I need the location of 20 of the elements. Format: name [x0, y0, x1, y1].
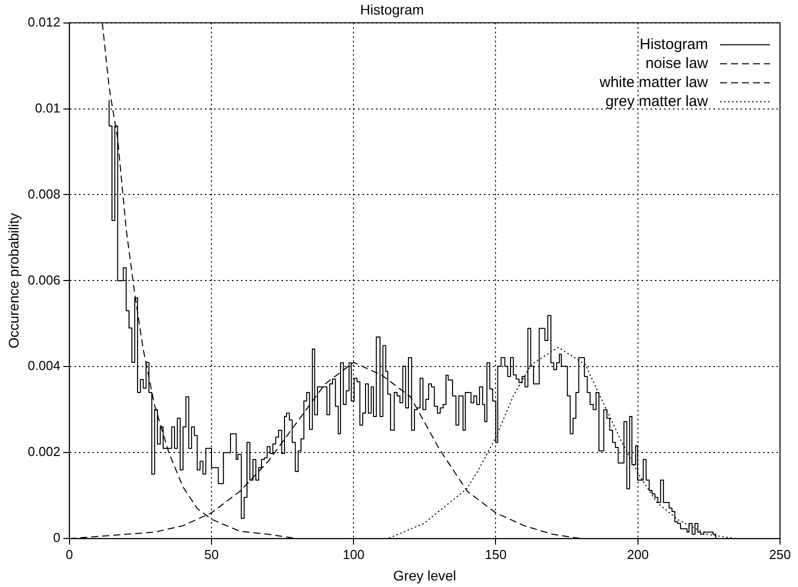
y-tick-label: 0.004: [28, 358, 60, 374]
legend-label: grey matter law: [605, 92, 708, 110]
x-axis-title: Grey level: [393, 567, 456, 584]
x-tick-label: 250: [769, 546, 791, 562]
x-tick-label: 50: [204, 546, 219, 562]
chart-title: Histogram: [360, 1, 424, 18]
x-tick-label: 0: [66, 546, 73, 562]
y-tick-label: 0.002: [28, 444, 60, 460]
y-tick-label: 0.008: [28, 186, 60, 202]
legend-label: white matter law: [598, 74, 708, 91]
legend-label: Histogram: [640, 36, 708, 53]
y-tick-label: 0: [53, 530, 60, 546]
y-tick-label: 0.006: [28, 272, 60, 288]
x-tick-label: 150: [484, 546, 507, 562]
y-axis-title: Occurence probability: [5, 212, 22, 348]
y-tick-label: 0.012: [28, 14, 60, 30]
y-tick-label: 0.01: [35, 100, 60, 116]
legend-label: noise law: [645, 54, 708, 72]
x-tick-label: 100: [342, 546, 364, 562]
x-tick-label: 200: [627, 546, 649, 562]
